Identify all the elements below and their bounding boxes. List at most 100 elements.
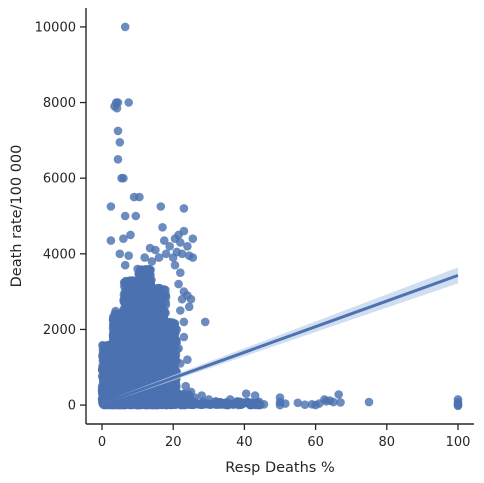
data-point	[218, 398, 228, 408]
data-point	[334, 390, 344, 399]
data-point	[238, 399, 247, 408]
data-point	[170, 353, 180, 363]
data-point	[154, 253, 164, 262]
data-point	[160, 236, 169, 245]
data-point	[197, 391, 206, 400]
data-point	[124, 349, 134, 359]
data-point	[111, 334, 121, 344]
data-point	[174, 344, 183, 353]
data-point	[147, 257, 157, 266]
data-point	[281, 399, 290, 408]
data-point	[179, 398, 189, 408]
data-point	[179, 226, 189, 236]
data-point	[179, 317, 189, 327]
data-point	[121, 314, 130, 323]
data-point	[133, 285, 142, 295]
data-point	[106, 236, 116, 245]
data-point	[137, 356, 146, 365]
data-point	[120, 260, 130, 270]
x-tick-label: 80	[379, 435, 396, 450]
y-tick-label: 6000	[43, 172, 76, 187]
data-point	[225, 395, 235, 404]
data-point	[188, 234, 198, 243]
data-point	[186, 294, 196, 304]
data-point	[140, 265, 150, 274]
data-point	[183, 355, 192, 365]
data-point	[453, 401, 463, 411]
x-axis-title: Resp Deaths %	[225, 460, 335, 476]
data-point	[121, 337, 131, 347]
data-point	[136, 398, 145, 408]
y-tick-label: 4000	[43, 247, 76, 262]
data-point	[154, 318, 164, 327]
data-point	[156, 202, 166, 211]
data-point	[250, 391, 260, 400]
x-tick-label: 60	[307, 435, 324, 450]
data-point	[124, 98, 133, 107]
data-point	[131, 211, 141, 221]
data-point	[190, 393, 199, 402]
data-point	[188, 253, 198, 262]
data-point	[151, 245, 160, 255]
data-point	[113, 155, 123, 164]
data-point	[133, 264, 142, 274]
data-point	[157, 296, 166, 306]
data-point	[176, 359, 185, 368]
data-point	[148, 352, 157, 361]
data-point	[196, 400, 205, 409]
data-point	[176, 238, 185, 247]
data-point	[112, 103, 122, 113]
data-point	[259, 400, 269, 409]
y-axis-ticks: 0 2000 4000 6000 8000 10000	[35, 20, 86, 414]
data-point	[112, 343, 122, 353]
data-point	[179, 332, 189, 342]
data-point	[106, 202, 116, 211]
data-point	[135, 294, 145, 304]
data-point	[111, 328, 121, 338]
x-axis-ticks: 0 20 40 60 80 100	[98, 424, 471, 450]
data-point	[147, 313, 157, 323]
data-point	[166, 368, 176, 378]
data-point	[138, 314, 147, 324]
data-point	[165, 242, 174, 251]
data-point	[329, 397, 338, 407]
data-point	[152, 365, 161, 375]
data-point	[119, 173, 128, 183]
data-point	[124, 291, 134, 301]
data-point	[120, 22, 130, 32]
data-point	[135, 192, 144, 202]
data-point	[183, 242, 192, 251]
data-point	[200, 317, 210, 327]
data-point	[300, 400, 310, 410]
x-tick-label: 100	[446, 435, 471, 450]
data-point	[149, 306, 158, 315]
data-point	[98, 373, 108, 383]
y-tick-label: 10000	[35, 20, 76, 35]
data-point	[157, 395, 166, 405]
data-point	[179, 204, 189, 213]
data-point	[172, 325, 182, 334]
data-point	[124, 251, 133, 260]
data-point	[241, 389, 251, 399]
data-point	[151, 339, 161, 349]
data-point	[174, 392, 183, 402]
data-point	[124, 400, 134, 409]
data-point	[120, 211, 130, 221]
data-point	[176, 268, 185, 278]
data-point	[112, 315, 121, 325]
data-point	[113, 126, 123, 136]
data-point	[115, 138, 125, 147]
y-tick-label: 0	[68, 399, 76, 414]
data-point	[136, 345, 146, 354]
data-point	[336, 398, 345, 407]
data-point	[100, 356, 109, 366]
data-point	[181, 381, 190, 391]
data-point	[127, 378, 136, 388]
data-points	[97, 22, 463, 411]
regression-line	[101, 273, 459, 405]
data-point	[174, 279, 183, 289]
y-tick-label: 8000	[43, 96, 76, 111]
data-point	[204, 395, 214, 404]
x-tick-label: 0	[98, 435, 106, 450]
